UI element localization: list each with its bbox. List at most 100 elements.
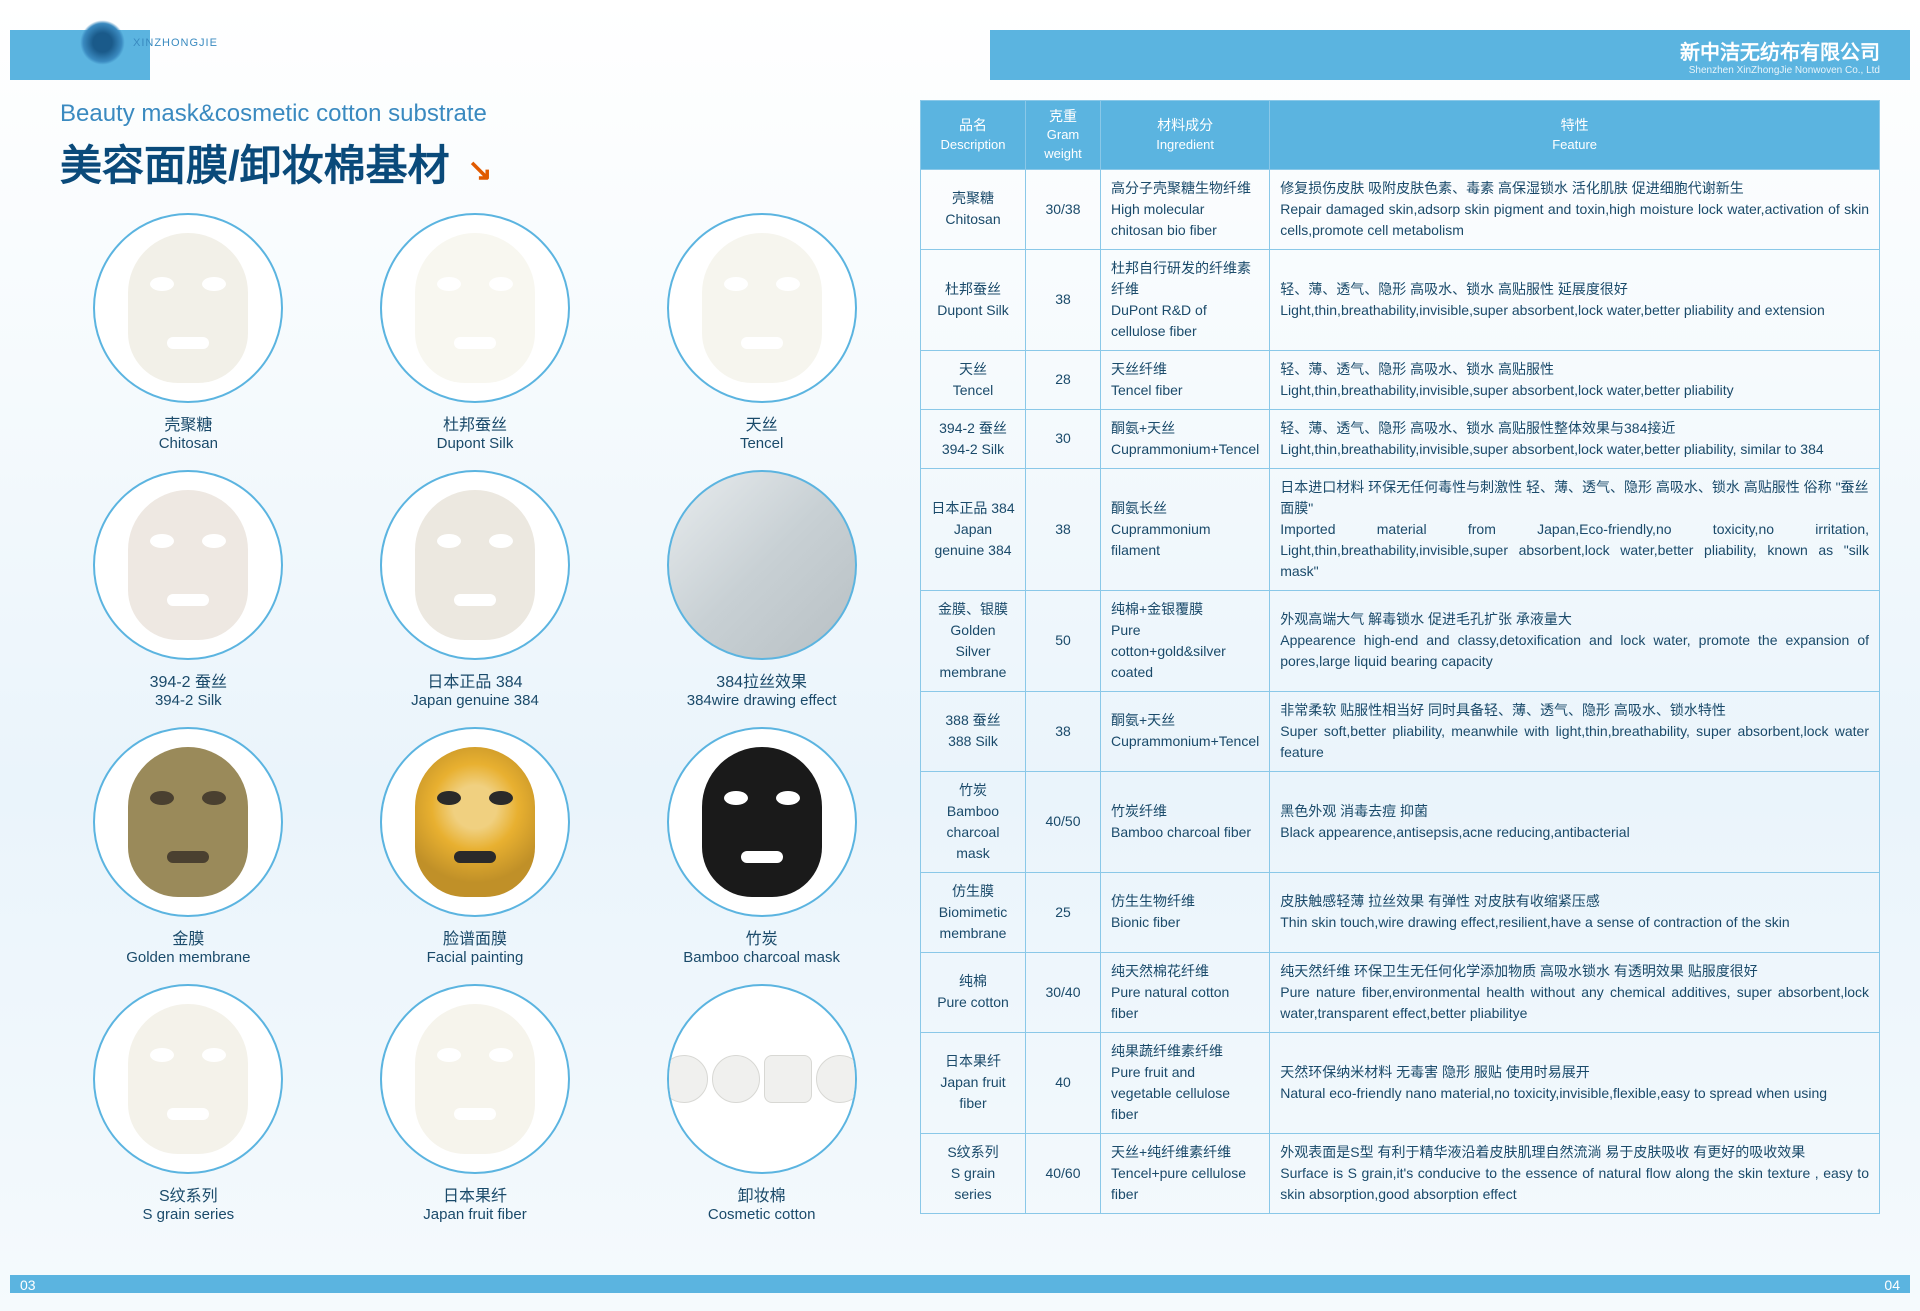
- cell-gram: 38: [1026, 249, 1101, 350]
- mask-label-en: S grain series: [60, 1206, 317, 1223]
- mask-image: [667, 470, 857, 660]
- cell-description: S纹系列S grain series: [921, 1133, 1026, 1213]
- cell-gram: 40/50: [1026, 771, 1101, 872]
- cell-ingredient: 酮氨+天丝Cuprammonium+Tencel: [1101, 691, 1270, 771]
- cell-gram: 30: [1026, 409, 1101, 468]
- mask-image: .cell:nth-child(4) .mask-shape::before,.…: [93, 470, 283, 660]
- arrow-icon: ↘: [467, 154, 492, 187]
- cell-gram: 40/60: [1026, 1133, 1101, 1213]
- mask-cell: .cell:nth-child(11) .mask-shape::before,…: [347, 984, 604, 1223]
- mask-label-cn: 金膜: [60, 925, 317, 949]
- cell-description: 杜邦蚕丝Dupont Silk: [921, 249, 1026, 350]
- cell-feature: 修复损伤皮肤 吸附皮肤色素、毒素 高保湿锁水 活化肌肤 促进细胞代谢新生Repa…: [1270, 169, 1880, 249]
- mask-label-en: Dupont Silk: [347, 435, 604, 452]
- cell-feature: 皮肤触感轻薄 拉丝效果 有弹性 对皮肤有收缩紧压感Thin skin touch…: [1270, 872, 1880, 952]
- cell-gram: 40: [1026, 1032, 1101, 1133]
- mask-cell: .cell:nth-child(3) .mask-shape::before,.…: [633, 213, 890, 452]
- footer-bar: [10, 1275, 1910, 1293]
- mask-label-cn: 杜邦蚕丝: [347, 411, 604, 435]
- cell-description: 天丝Tencel: [921, 350, 1026, 409]
- mask-label-en: Japan fruit fiber: [347, 1206, 604, 1223]
- table-row: S纹系列S grain series40/60天丝+纯纤维素纤维Tencel+p…: [921, 1133, 1880, 1213]
- cell-ingredient: 纯果蔬纤维素纤维Pure fruit and vegetable cellulo…: [1101, 1032, 1270, 1133]
- cell-ingredient: 酮氨长丝Cuprammonium filament: [1101, 468, 1270, 590]
- table-row: 天丝Tencel28天丝纤维Tencel fiber轻、薄、透气、隐形 高吸水、…: [921, 350, 1880, 409]
- mask-image: .cell:nth-child(8) .mask-shape::before,.…: [380, 727, 570, 917]
- table-header: 特性Feature: [1270, 101, 1880, 170]
- cell-feature: 日本进口材料 环保无任何毒性与刺激性 轻、薄、透气、隐形 高吸水、锁水 高贴服性…: [1270, 468, 1880, 590]
- page-title: 美容面膜/卸妆棉基材 ↘: [60, 132, 890, 193]
- mask-cell: .cell:nth-child(8) .mask-shape::before,.…: [347, 727, 604, 966]
- cell-feature: 轻、薄、透气、隐形 高吸水、锁水 高贴服性整体效果与384接近Light,thi…: [1270, 409, 1880, 468]
- logo: XINZHONGJIE: [80, 20, 218, 65]
- product-table: 品名Description克重Gram weight材料成分Ingredient…: [920, 100, 1880, 1214]
- cell-description: 壳聚糖Chitosan: [921, 169, 1026, 249]
- mask-label-en: 384wire drawing effect: [633, 692, 890, 709]
- page-number-left: 03: [20, 1277, 36, 1293]
- mask-image: .cell:nth-child(7) .mask-shape::before,.…: [93, 727, 283, 917]
- mask-cell: .cell:nth-child(2) .mask-shape::before,.…: [347, 213, 604, 452]
- cell-description: 日本果纤Japan fruit fiber: [921, 1032, 1026, 1133]
- cell-ingredient: 纯天然棉花纤维Pure natural cotton fiber: [1101, 952, 1270, 1032]
- mask-image: .cell:nth-child(2) .mask-shape::before,.…: [380, 213, 570, 403]
- logo-swirl-icon: [80, 20, 125, 65]
- cell-ingredient: 纯棉+金银覆膜Pure cotton+gold&silver coated: [1101, 590, 1270, 691]
- mask-image: .cell:nth-child(11) .mask-shape::before,…: [380, 984, 570, 1174]
- mask-image: .cell:nth-child(3) .mask-shape::before,.…: [667, 213, 857, 403]
- cell-feature: 天然环保纳米材料 无毒害 隐形 服贴 使用时易展开Natural eco-fri…: [1270, 1032, 1880, 1133]
- mask-label-en: Chitosan: [60, 435, 317, 452]
- brand-text: XINZHONGJIE: [133, 37, 218, 49]
- table-header: 克重Gram weight: [1026, 101, 1101, 170]
- mask-label-cn: 394-2 蚕丝: [60, 668, 317, 692]
- mask-label-en: Bamboo charcoal mask: [633, 949, 890, 966]
- mask-image: .cell:nth-child(5) .mask-shape::before,.…: [380, 470, 570, 660]
- cell-gram: 38: [1026, 691, 1101, 771]
- table-row: 壳聚糖Chitosan30/38高分子壳聚糖生物纤维High molecular…: [921, 169, 1880, 249]
- header-company: 新中洁无纺布有限公司 Shenzhen XinZhongJie Nonwoven…: [990, 30, 1910, 80]
- table-row: 仿生膜Biomimetic membrane25仿生生物纤维Bionic fib…: [921, 872, 1880, 952]
- mask-label-cn: S纹系列: [60, 1182, 317, 1206]
- cell-ingredient: 杜邦自行研发的纤维素纤维DuPont R&D of cellulose fibe…: [1101, 249, 1270, 350]
- table-row: 纯棉Pure cotton30/40纯天然棉花纤维Pure natural co…: [921, 952, 1880, 1032]
- mask-image: .cell:nth-child(9) .mask-shape::before,.…: [667, 727, 857, 917]
- mask-label-en: Facial painting: [347, 949, 604, 966]
- cell-feature: 轻、薄、透气、隐形 高吸水、锁水 高贴服性 延展度很好Light,thin,br…: [1270, 249, 1880, 350]
- mask-cell: .cell:nth-child(4) .mask-shape::before,.…: [60, 470, 317, 709]
- cell-gram: 25: [1026, 872, 1101, 952]
- cell-description: 日本正品 384Japan genuine 384: [921, 468, 1026, 590]
- cell-ingredient: 天丝+纯纤维素纤维Tencel+pure cellulose fiber: [1101, 1133, 1270, 1213]
- cell-ingredient: 竹炭纤维Bamboo charcoal fiber: [1101, 771, 1270, 872]
- mask-label-cn: 竹炭: [633, 925, 890, 949]
- mask-label-en: Japan genuine 384: [347, 692, 604, 709]
- mask-cell: .cell:nth-child(5) .mask-shape::before,.…: [347, 470, 604, 709]
- mask-image: .cell:nth-child(1) .mask-shape::before,.…: [93, 213, 283, 403]
- cell-ingredient: 仿生生物纤维Bionic fiber: [1101, 872, 1270, 952]
- page-number-right: 04: [1884, 1277, 1900, 1293]
- mask-label-cn: 日本正品 384: [347, 668, 604, 692]
- table-row: 日本果纤Japan fruit fiber40纯果蔬纤维素纤维Pure frui…: [921, 1032, 1880, 1133]
- mask-label-en: Tencel: [633, 435, 890, 452]
- mask-cell: .cell:nth-child(7) .mask-shape::before,.…: [60, 727, 317, 966]
- mask-cell: .cell:nth-child(10) .mask-shape::before,…: [60, 984, 317, 1223]
- table-row: 日本正品 384Japan genuine 38438酮氨长丝Cuprammon…: [921, 468, 1880, 590]
- mask-image: [667, 984, 857, 1174]
- mask-label-cn: 384拉丝效果: [633, 668, 890, 692]
- mask-label-cn: 壳聚糖: [60, 411, 317, 435]
- mask-label-en: Cosmetic cotton: [633, 1206, 890, 1223]
- mask-label-cn: 日本果纤: [347, 1182, 604, 1206]
- mask-label-en: 394-2 Silk: [60, 692, 317, 709]
- cell-ingredient: 酮氨+天丝Cuprammonium+Tencel: [1101, 409, 1270, 468]
- cell-ingredient: 高分子壳聚糖生物纤维High molecular chitosan bio fi…: [1101, 169, 1270, 249]
- mask-label-cn: 天丝: [633, 411, 890, 435]
- mask-cell: 卸妆棉Cosmetic cotton: [633, 984, 890, 1223]
- table-row: 竹炭Bamboo charcoal mask40/50竹炭纤维Bamboo ch…: [921, 771, 1880, 872]
- table-header: 材料成分Ingredient: [1101, 101, 1270, 170]
- subtitle-en: Beauty mask&cosmetic cotton substrate: [60, 100, 890, 128]
- cell-feature: 外观表面是S型 有利于精华液沿着皮肤肌理自然流淌 易于皮肤吸收 有更好的吸收效果…: [1270, 1133, 1880, 1213]
- cell-gram: 50: [1026, 590, 1101, 691]
- mask-label-cn: 脸谱面膜: [347, 925, 604, 949]
- title-text: 美容面膜/卸妆棉基材: [60, 142, 450, 189]
- mask-cell: .cell:nth-child(1) .mask-shape::before,.…: [60, 213, 317, 452]
- cell-ingredient: 天丝纤维Tencel fiber: [1101, 350, 1270, 409]
- cell-feature: 黑色外观 消毒去痘 抑菌Black appearence,antisepsis,…: [1270, 771, 1880, 872]
